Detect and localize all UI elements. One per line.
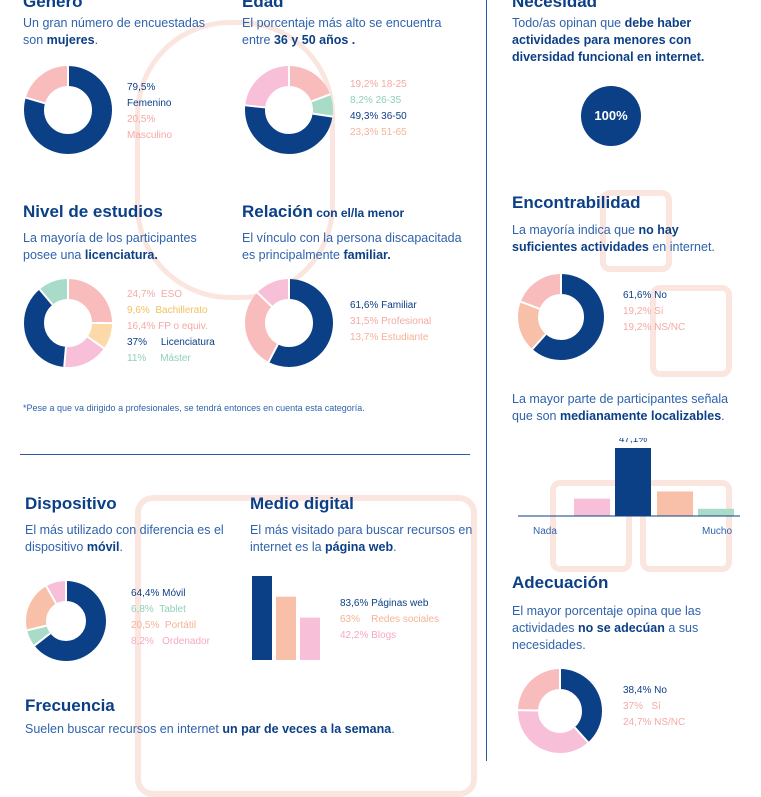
necesidad-title: Necesidad xyxy=(512,0,597,12)
horizontal-divider xyxy=(20,454,470,455)
localizables-bar-4 xyxy=(657,491,693,516)
medio-bar-Redes sociales xyxy=(276,597,296,660)
dispositivo-donut-chart xyxy=(25,580,107,662)
encontrabilidad-legend: 61,6% No 19,2% Sí 19,2% NS/NC xyxy=(623,288,685,336)
medio-title: Medio digital xyxy=(250,494,354,514)
dispositivo-legend: 64,4% Móvil 6,8% Tablet 20,5% Portátil 8… xyxy=(131,586,210,650)
adecuacion-title: Adecuación xyxy=(512,573,608,593)
legend-value: 79,5% xyxy=(127,80,172,96)
footnote: *Pese a que va dirigido a profesionales,… xyxy=(23,403,365,413)
encontrabilidad-subtitle: La mayoría indica que no hay suficientes… xyxy=(512,222,742,256)
localizables-subtitle: La mayor parte de participantes señala q… xyxy=(512,391,747,425)
edad-subtitle: El porcentaje más alto se encuentra entr… xyxy=(242,15,472,49)
relacion-legend: 61,6% Familiar 31,5% Profesional 13,7% E… xyxy=(350,298,431,346)
edad-donut-chart xyxy=(244,65,334,155)
relacion-subtitle: El vínculo con la persona discapacitada … xyxy=(242,230,472,264)
medio-legend: 83,6% Páginas web 63% Redes sociales 42,… xyxy=(340,596,439,644)
encontrabilidad-title: Encontrabilidad xyxy=(512,193,640,213)
localizables-bar-3 xyxy=(615,448,651,516)
medio-bar-Blogs xyxy=(300,618,320,660)
medio-bar-Páginas web xyxy=(252,576,272,660)
localizables-axis-label: Mucho xyxy=(702,526,732,537)
dispositivo-title: Dispositivo xyxy=(25,494,117,514)
localizables-bar-2 xyxy=(574,499,610,516)
localizables-axis-label: Nada xyxy=(533,526,557,537)
adecuacion-subtitle: El mayor porcentaje opina que las activi… xyxy=(512,603,727,654)
estudios-legend: 24,7% ESO 9,6% Bachillerato 16,4% FP o e… xyxy=(127,287,215,367)
medio-bar-chart xyxy=(250,572,325,662)
genero-donut-chart xyxy=(23,65,113,155)
legend-label: Masculino xyxy=(127,128,172,144)
localizables-bar-5 xyxy=(698,509,734,516)
localizables-data-label: 47,1% xyxy=(619,438,647,445)
genero-legend: 79,5% Femenino 20,5% Masculino xyxy=(127,80,172,144)
edad-title: Edad xyxy=(242,0,284,12)
estudios-title: Nivel de estudios xyxy=(23,202,163,222)
relacion-donut-chart xyxy=(244,278,334,368)
adecuacion-legend: 38,4% No 37% Sí 24,7% NS/NC xyxy=(623,683,685,731)
vertical-divider xyxy=(486,0,487,761)
encontrabilidad-donut-chart xyxy=(517,273,605,361)
edad-legend: 19,2% 18-25 8,2% 26-35 49,3% 36-50 23,3%… xyxy=(350,77,407,141)
adecuacion-donut-chart xyxy=(517,668,603,754)
frecuencia-title: Frecuencia xyxy=(25,696,115,716)
localizables-bar-chart: 47,1% Nada Mucho xyxy=(518,438,743,543)
dispositivo-subtitle: El más utilizado con diferencia es el di… xyxy=(25,522,225,556)
legend-label: Femenino xyxy=(127,96,172,112)
necesidad-subtitle: Todo/as opinan que debe haber actividade… xyxy=(512,15,732,66)
genero-title: Género xyxy=(23,0,83,12)
legend-value: 20,5% xyxy=(127,112,172,128)
medio-subtitle: El más visitado para buscar recursos en … xyxy=(250,522,475,556)
relacion-title: Relación con el/la menor xyxy=(242,202,404,222)
necesidad-circle: 100% xyxy=(581,86,641,146)
estudios-subtitle: La mayoría de los participantes posee un… xyxy=(23,230,223,264)
frecuencia-subtitle: Suelen buscar recursos en internet un pa… xyxy=(25,721,485,738)
genero-subtitle: Un gran número de encuestadas son mujere… xyxy=(23,15,223,49)
estudios-donut-chart xyxy=(23,278,113,368)
